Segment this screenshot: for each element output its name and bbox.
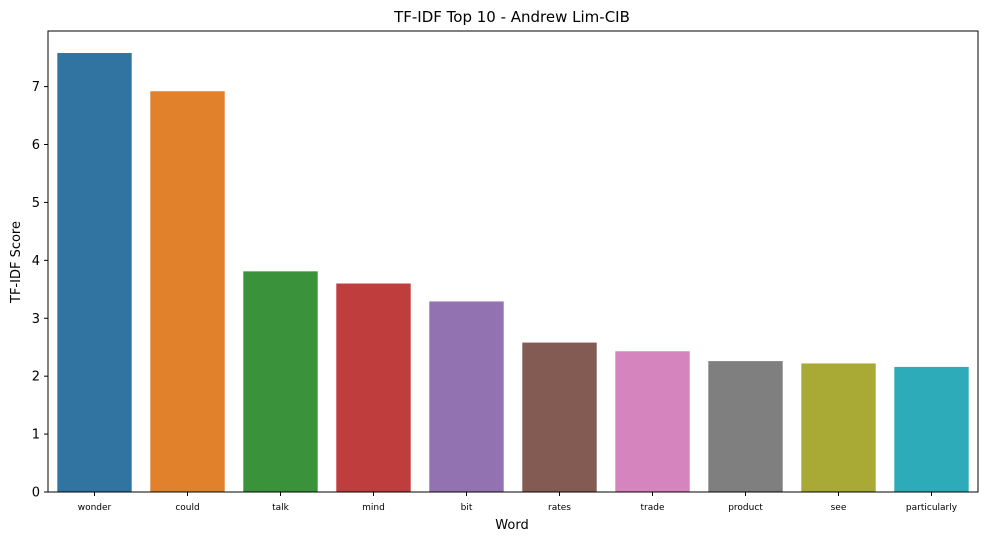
y-tick-label: 2 xyxy=(32,370,40,385)
y-axis-label: TF-IDF Score xyxy=(9,221,24,304)
x-tick-label: wonder xyxy=(78,503,112,513)
plot-frame xyxy=(47,30,979,493)
bar-talk xyxy=(243,271,318,492)
bar-wonder xyxy=(57,53,132,492)
y-tick-label: 3 xyxy=(32,312,40,327)
x-tick-label: mind xyxy=(362,503,385,513)
chart-title: TF-IDF Top 10 - Andrew Lim-CIB xyxy=(393,8,630,26)
y-tick-label: 6 xyxy=(32,138,40,153)
x-axis-label: Word xyxy=(495,518,528,533)
bars-group xyxy=(57,53,969,493)
bar-product xyxy=(708,361,783,492)
y-axis-ticks: 0 1 2 3 4 5 6 7 xyxy=(32,80,48,501)
y-tick-label: 7 xyxy=(32,80,40,95)
x-tick-label: bit xyxy=(461,503,473,513)
bar-rates xyxy=(522,342,597,492)
bar-see xyxy=(801,363,876,492)
x-axis-ticks: wonder could talk mind bit rates trade product s… xyxy=(78,492,958,513)
y-tick-label: 1 xyxy=(32,428,40,443)
x-tick-label: trade xyxy=(641,503,665,513)
bar-trade xyxy=(615,351,690,492)
bar-mind xyxy=(336,283,411,492)
bar-particularly xyxy=(894,366,969,492)
x-tick-label: product xyxy=(728,503,763,513)
bar-could xyxy=(150,91,225,493)
x-tick-label: rates xyxy=(548,503,571,513)
y-tick-label: 5 xyxy=(32,196,40,211)
y-tick-label: 4 xyxy=(32,254,40,269)
y-tick-label: 0 xyxy=(32,486,40,501)
bar-bit xyxy=(429,301,504,492)
x-tick-label: particularly xyxy=(906,503,958,513)
x-tick-label: could xyxy=(175,503,199,513)
x-tick-label: see xyxy=(831,503,847,513)
x-tick-label: talk xyxy=(272,503,290,513)
